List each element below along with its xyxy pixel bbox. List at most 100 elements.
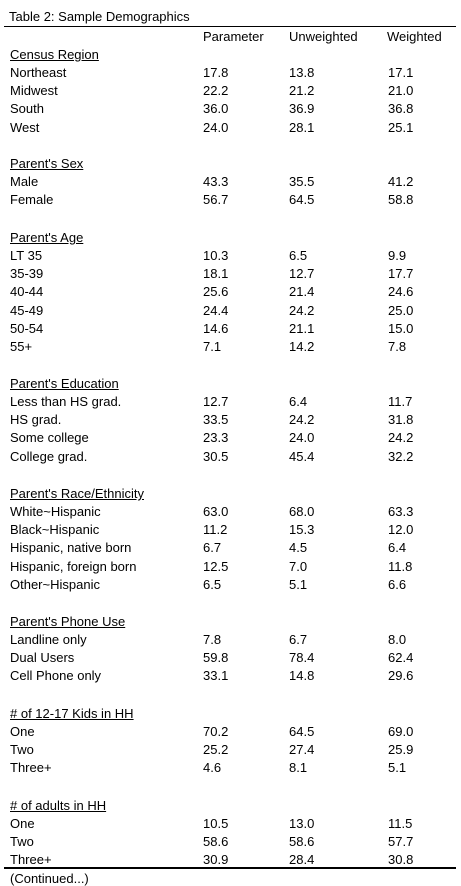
- parameter-value: 24.4: [203, 302, 229, 318]
- unweighted-value: 4.5: [289, 540, 308, 556]
- parameter-value: 22.2: [203, 83, 229, 99]
- row-label: 35-39: [10, 266, 44, 282]
- table-row: College grad. 30.5 45.4 32.2: [0, 449, 461, 467]
- weighted-value: 32.2: [388, 448, 414, 464]
- row-label: Some college: [10, 430, 89, 446]
- parameter-value: 17.8: [203, 65, 229, 80]
- unweighted-value: 6.4: [289, 394, 308, 409]
- table-row: 50-54 14.6 21.1 15.0: [0, 321, 461, 339]
- table-row: 45-49 24.4 24.2 25.0: [0, 303, 461, 321]
- table-row: Two 25.2 27.4 25.9: [0, 742, 461, 760]
- table-row: Some college 23.3 24.0 24.2: [0, 430, 461, 448]
- parameter-value: 10.5: [203, 816, 229, 831]
- parameter-value: 59.8: [203, 650, 229, 666]
- table-row: 55+ 7.1 14.2 7.8: [0, 339, 461, 357]
- column-header-weighted: Weighted: [387, 29, 442, 44]
- row-label: South: [10, 101, 44, 117]
- section-heading: Census Region: [10, 47, 99, 62]
- table-row: LT 35 10.3 6.5 9.9: [0, 248, 461, 266]
- table-row: Landline only 7.8 6.7 8.0: [0, 632, 461, 650]
- weighted-value: 15.0: [388, 320, 414, 336]
- weighted-value: 8.0: [388, 632, 407, 647]
- weighted-value: 5.1: [388, 760, 407, 776]
- table-row: One 10.5 13.0 11.5: [0, 816, 461, 834]
- table-row: Hispanic, native born 6.7 4.5 6.4: [0, 540, 461, 558]
- table-row: South 36.0 36.9 36.8: [0, 101, 461, 119]
- weighted-value: 69.0: [388, 724, 414, 739]
- unweighted-value: 58.6: [289, 834, 315, 850]
- weighted-value: 58.8: [388, 192, 414, 208]
- parameter-value: 70.2: [203, 724, 229, 739]
- title-bar: Table 2: Sample Demographics: [4, 2, 456, 27]
- row-label: Cell Phone only: [10, 668, 102, 684]
- unweighted-value: 45.4: [289, 448, 315, 464]
- continued-note: (Continued...): [10, 871, 89, 886]
- parameter-value: 18.1: [203, 266, 229, 282]
- unweighted-value: 21.2: [289, 83, 315, 99]
- unweighted-value: 36.9: [289, 101, 315, 117]
- parameter-value: 12.7: [203, 394, 229, 409]
- table-title: Table 2: Sample Demographics: [9, 9, 190, 24]
- unweighted-value: 14.8: [289, 668, 315, 684]
- parameter-value: 30.5: [203, 448, 229, 464]
- table-row: Male 43.3 35.5 41.2: [0, 174, 461, 192]
- section-heading: Parent's Race/Ethnicity: [10, 486, 144, 501]
- row-label: 55+: [10, 339, 33, 354]
- row-label: Three+: [10, 852, 52, 868]
- parameter-value: 7.1: [203, 339, 222, 354]
- unweighted-value: 64.5: [289, 724, 315, 739]
- weighted-value: 29.6: [388, 668, 414, 684]
- weighted-value: 41.2: [388, 174, 414, 189]
- weighted-value: 62.4: [388, 650, 414, 666]
- table-row: Female 56.7 64.5 58.8: [0, 192, 461, 210]
- weighted-value: 9.9: [388, 248, 407, 263]
- unweighted-value: 5.1: [289, 576, 308, 592]
- unweighted-value: 35.5: [289, 174, 315, 189]
- column-header-parameter: Parameter: [203, 29, 264, 44]
- row-label: One: [10, 724, 35, 739]
- parameter-value: 56.7: [203, 192, 229, 208]
- weighted-value: 11.8: [388, 558, 413, 574]
- weighted-value: 30.8: [388, 852, 414, 868]
- unweighted-value: 64.5: [289, 192, 315, 208]
- parameter-value: 33.5: [203, 412, 229, 428]
- unweighted-value: 68.0: [289, 504, 315, 519]
- parameter-value: 6.7: [203, 540, 222, 556]
- unweighted-value: 24.0: [289, 430, 315, 446]
- unweighted-value: 7.0: [289, 558, 308, 574]
- weighted-value: 36.8: [388, 101, 414, 117]
- section-heading: Parent's Age: [10, 230, 84, 245]
- table-row: Hispanic, foreign born 12.5 7.0 11.8: [0, 559, 461, 577]
- weighted-value: 6.6: [388, 576, 407, 592]
- unweighted-value: 13.0: [289, 816, 315, 831]
- parameter-value: 43.3: [203, 174, 229, 189]
- row-label: 50-54: [10, 320, 44, 336]
- column-header-unweighted: Unweighted: [289, 29, 358, 44]
- section-heading: Parent's Sex: [10, 156, 84, 171]
- row-label: 40-44: [10, 284, 44, 300]
- unweighted-value: 24.2: [289, 302, 315, 318]
- table-row: Three+ 4.6 8.1 5.1: [0, 760, 461, 778]
- unweighted-value: 13.8: [289, 65, 315, 80]
- table-row: Less than HS grad. 12.7 6.4 11.7: [0, 394, 461, 412]
- table-row: Northeast 17.8 13.8 17.1: [0, 65, 461, 83]
- weighted-value: 25.0: [388, 302, 414, 318]
- weighted-value: 31.8: [388, 412, 414, 428]
- table-row: Black~Hispanic 11.2 15.3 12.0: [0, 522, 461, 540]
- row-label: Hispanic, native born: [10, 540, 132, 556]
- row-label: Midwest: [10, 83, 58, 99]
- row-label: Less than HS grad.: [10, 394, 122, 409]
- parameter-value: 10.3: [203, 248, 229, 263]
- row-label: Three+: [10, 760, 52, 776]
- table-row: 35-39 18.1 12.7 17.7: [0, 266, 461, 284]
- row-label: Hispanic, foreign born: [10, 558, 137, 574]
- table-row: Other~Hispanic 6.5 5.1 6.6: [0, 577, 461, 595]
- row-label: Two: [10, 742, 34, 758]
- table-row: West 24.0 28.1 25.1: [0, 120, 461, 138]
- row-label: One: [10, 816, 35, 831]
- parameter-value: 7.8: [203, 632, 222, 647]
- parameter-value: 58.6: [203, 834, 229, 850]
- parameter-value: 33.1: [203, 668, 229, 684]
- row-label: West: [10, 119, 40, 135]
- unweighted-value: 28.1: [289, 119, 315, 135]
